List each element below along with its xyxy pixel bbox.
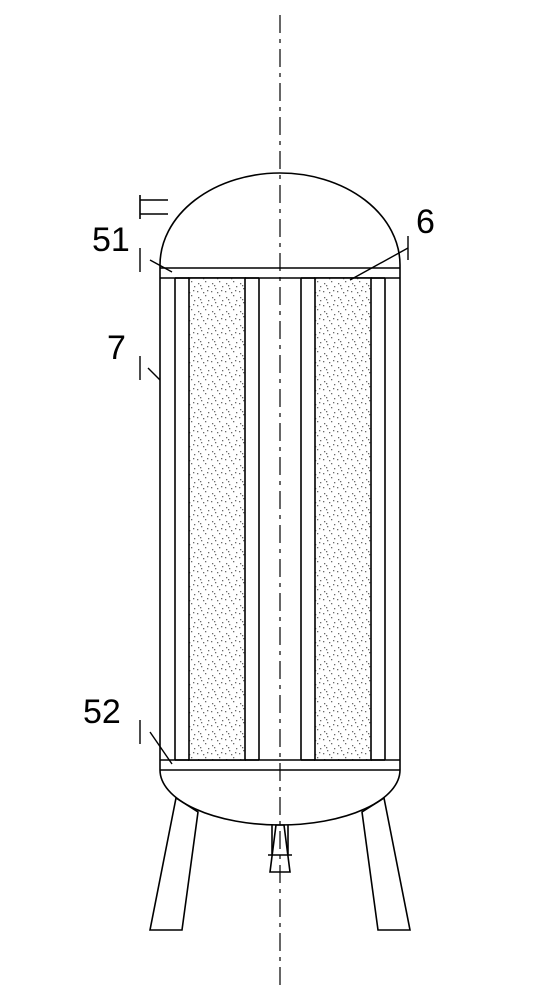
support-leg — [150, 798, 198, 930]
callout-label: 51 — [92, 221, 130, 260]
callout-label: 7 — [107, 329, 126, 368]
callout-label: 6 — [416, 203, 435, 242]
packed-bed — [315, 278, 371, 760]
leader-line — [148, 368, 160, 380]
packed-bed — [189, 278, 245, 760]
leader-line — [150, 260, 172, 272]
callout-label: 52 — [83, 693, 121, 732]
support-leg — [362, 798, 410, 930]
